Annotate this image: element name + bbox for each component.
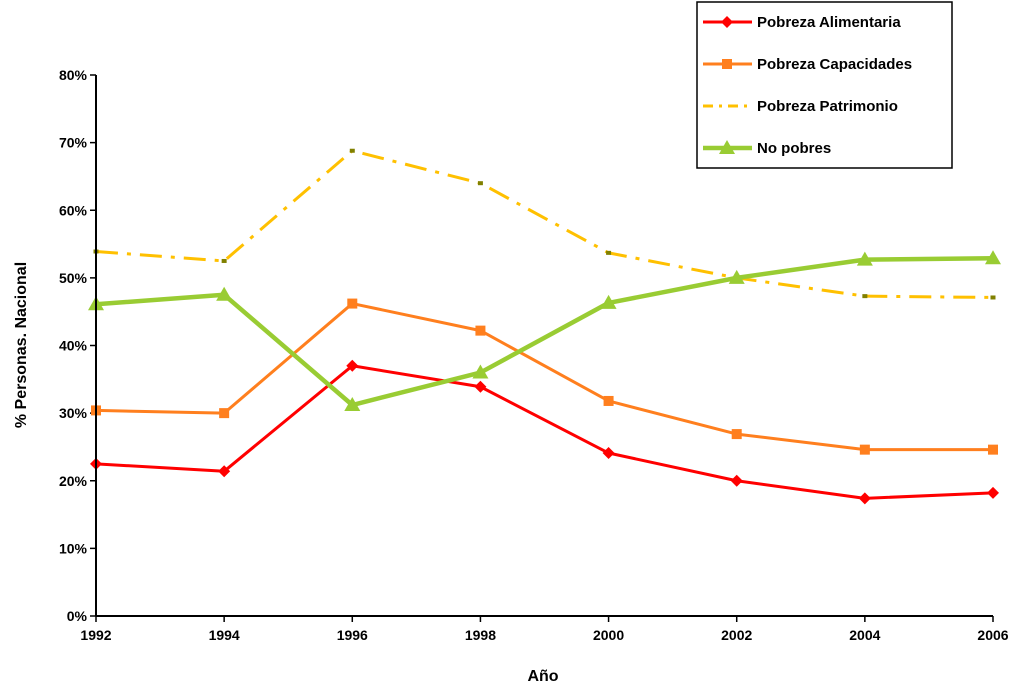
series-1 [91,298,998,455]
series-line [95,256,994,408]
legend: Pobreza Alimentaria Pobreza Capacidades Po… [696,1,953,169]
data-point [859,444,870,455]
legend-swatch-marker [721,16,733,28]
legend-item: No pobres [703,140,831,157]
data-point [475,325,486,336]
series-2 [93,148,996,300]
data-point [731,429,742,440]
legend-label: Pobreza Capacidades [757,56,912,73]
x-tick-label: 1994 [209,627,240,643]
y-tick-label: 70% [59,135,88,151]
y-tick-label: 10% [59,540,88,556]
data-point [221,258,227,263]
data-point [216,286,233,301]
x-tick-label: 1996 [337,627,368,643]
data-point [606,250,612,255]
data-point [219,408,230,419]
legend-item: Pobreza Patrimonio [703,98,898,115]
data-point [477,181,483,186]
y-tick-label: 50% [59,270,88,286]
series-3 [88,250,1001,412]
series-0 [90,359,999,505]
series-line [95,364,994,500]
data-point [730,474,743,487]
data-point [987,486,999,499]
x-tick-label: 1992 [80,627,111,643]
legend-label: Pobreza Patrimonio [757,98,898,115]
y-axis-title: % Personas. Nacional [13,262,30,428]
x-tick-label: 2004 [849,627,880,643]
y-tick-label: 0% [67,608,88,624]
data-point [349,148,355,153]
series-line [95,149,994,299]
data-point [218,465,231,478]
data-point [603,395,614,406]
legend-label: Pobreza Alimentaria [757,14,901,31]
data-point [856,251,873,266]
data-point [990,295,996,300]
data-point [858,492,871,505]
legend-label: No pobres [757,140,831,157]
data-point [988,444,998,455]
y-tick-label: 60% [59,202,88,218]
x-axis-title: Año [527,668,558,685]
legend-swatch-marker [719,140,735,154]
y-tick-label: 30% [59,405,88,421]
data-point [344,397,361,412]
legend-box [696,1,953,169]
data-point [862,294,868,299]
y-tick-label: 20% [59,473,88,489]
y-tick-label: 80% [59,67,88,83]
data-point [347,298,358,309]
x-tick-label: 2002 [721,627,752,643]
axes [95,75,993,617]
legend-item: Pobreza Alimentaria [703,14,901,31]
data-point [600,294,617,309]
x-axis-ticks: 1992 1994 1996 1998 2000 2002 2004 2006 [80,616,1009,643]
x-tick-label: 1998 [465,627,496,643]
data-point [472,364,489,379]
series-line [95,302,993,452]
x-tick-label: 2000 [593,627,624,643]
data-point [346,359,359,372]
legend-swatch-marker [722,59,732,69]
y-axis-ticks: 0% 10% 20% 30% 40% 50% 60% 70% 80% [59,67,96,624]
legend-item: Pobreza Capacidades [703,56,912,73]
x-tick-label: 2006 [977,627,1008,643]
data-point [474,380,487,393]
data-point [728,269,745,284]
data-point [985,250,1001,265]
series-layer [88,148,1001,505]
y-tick-label: 40% [59,338,88,354]
data-point [602,447,615,460]
